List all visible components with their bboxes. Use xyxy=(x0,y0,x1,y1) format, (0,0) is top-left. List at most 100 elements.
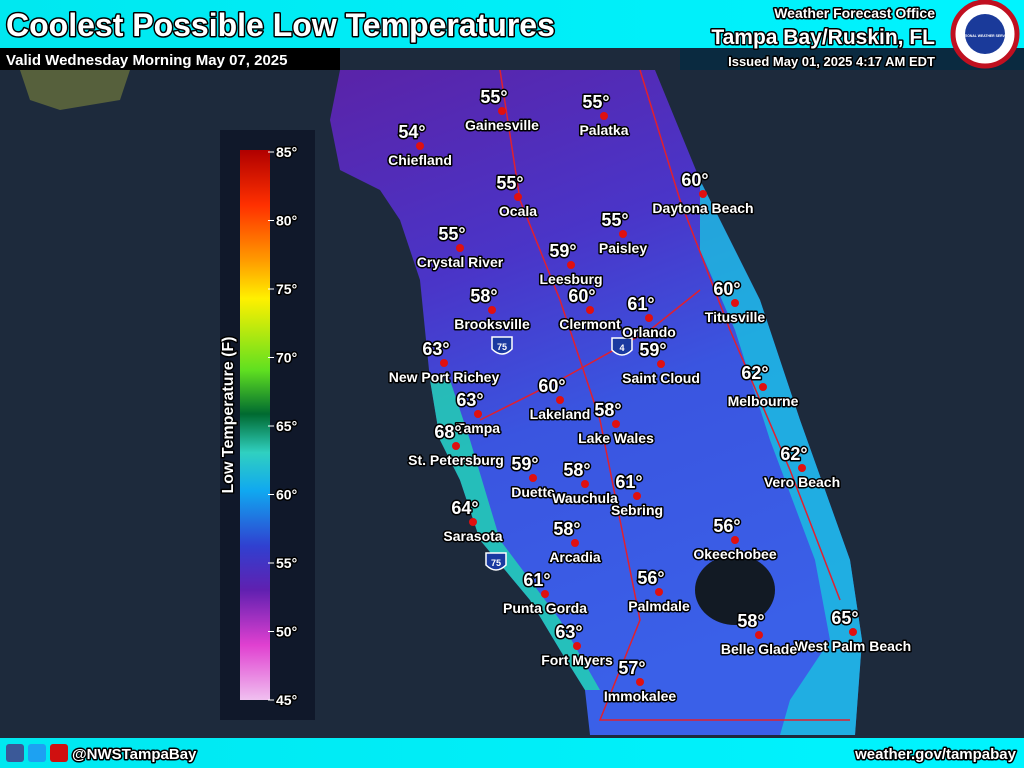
city-name: Ocala xyxy=(499,203,537,219)
valid-bar xyxy=(0,48,340,70)
city-dot xyxy=(529,474,537,482)
city-dot xyxy=(567,261,575,269)
city-temp: 61° xyxy=(523,570,550,590)
issued-time: Issued May 01, 2025 4:17 AM EDT xyxy=(728,54,935,69)
city-dot xyxy=(571,539,579,547)
interstate-route xyxy=(479,289,701,421)
city-name: Orlando xyxy=(622,324,676,340)
city-temp: 63° xyxy=(422,339,449,359)
city-dot xyxy=(469,518,477,526)
city-dot xyxy=(514,193,522,201)
city-name: Vero Beach xyxy=(764,474,840,490)
city-temp: 60° xyxy=(538,376,565,396)
city-dot xyxy=(456,244,464,252)
city-name: Crystal River xyxy=(417,254,504,270)
city-temp: 55° xyxy=(480,87,507,107)
office-location: Tampa Bay/Ruskin, FL xyxy=(711,26,935,49)
city-temp: 61° xyxy=(627,294,654,314)
city-dot xyxy=(759,383,767,391)
west-coast-warm xyxy=(430,380,600,690)
city-temp: 58° xyxy=(563,460,590,480)
city-name: St. Petersburg xyxy=(408,452,504,468)
city-temp: 60° xyxy=(681,170,708,190)
city-dot xyxy=(731,536,739,544)
panhandle xyxy=(20,70,130,110)
footer-bar xyxy=(0,738,1024,768)
city-dot xyxy=(600,112,608,120)
city-name: Saint Cloud xyxy=(622,370,700,386)
city-dot xyxy=(755,631,763,639)
legend-colorbar xyxy=(240,150,270,700)
city-dot xyxy=(440,359,448,367)
interstate-route xyxy=(639,69,841,601)
valid-time: Valid Wednesday Morning May 07, 2025 xyxy=(6,52,288,69)
city-dot xyxy=(581,480,589,488)
city-dot xyxy=(699,190,707,198)
legend-tick-label: 75° xyxy=(276,281,297,297)
city-dot xyxy=(452,442,460,450)
city-temp: 59° xyxy=(639,340,666,360)
city-temp: 56° xyxy=(637,568,664,588)
city-name: Sarasota xyxy=(443,528,502,544)
nws-logo-text: NATIONAL WEATHER SERVICE xyxy=(960,34,1012,38)
city-dot xyxy=(657,360,665,368)
city-temp: 58° xyxy=(594,400,621,420)
city-name: Tampa xyxy=(456,420,500,436)
legend-tick-label: 45° xyxy=(276,692,297,708)
interstate-shield xyxy=(491,336,513,355)
city-temp: 55° xyxy=(496,173,523,193)
city-temp: 62° xyxy=(780,444,807,464)
city-name: West Palm Beach xyxy=(795,638,911,654)
facebook-icon[interactable] xyxy=(6,744,24,762)
city-name: New Port Richey xyxy=(389,369,500,385)
city-name: Titusville xyxy=(705,309,766,325)
city-name: Belle Glade xyxy=(721,641,797,657)
legend-tick-label: 50° xyxy=(276,624,297,640)
interstate-shield xyxy=(485,552,507,571)
city-dot xyxy=(612,420,620,428)
city-dot xyxy=(416,142,424,150)
city-name: Fort Myers xyxy=(541,652,613,668)
city-temp: 64° xyxy=(451,498,478,518)
city-temp: 58° xyxy=(470,286,497,306)
office: Weather Forecast Office xyxy=(774,5,935,21)
city-dot xyxy=(556,396,564,404)
header-bar xyxy=(0,0,1024,48)
city-temp: 65° xyxy=(831,608,858,628)
issued-bar xyxy=(680,48,1024,70)
city-temp: 55° xyxy=(601,210,628,230)
city-dot xyxy=(586,306,594,314)
city-temp: 58° xyxy=(737,611,764,631)
city-name: Lakeland xyxy=(530,406,591,422)
legend-title: Low Temperature (F) xyxy=(220,336,237,493)
interstate-number: 75 xyxy=(491,558,501,568)
city-dot xyxy=(619,230,627,238)
city-name: Sebring xyxy=(611,502,663,518)
city-temp: 60° xyxy=(568,286,595,306)
city-name: Palmdale xyxy=(628,598,690,614)
city-dot xyxy=(731,299,739,307)
title: Coolest Possible Low Temperatures xyxy=(6,7,555,43)
legend-tick-label: 70° xyxy=(276,350,297,366)
city-dot xyxy=(573,642,581,650)
city-dot xyxy=(655,588,663,596)
interstate-shield xyxy=(611,337,633,356)
city-name: Lake Wales xyxy=(578,430,654,446)
city-dot xyxy=(498,107,506,115)
city-name: Duette xyxy=(511,484,555,500)
city-dot xyxy=(636,678,644,686)
city-dot xyxy=(541,590,549,598)
youtube-icon[interactable] xyxy=(50,744,68,762)
twitter-icon[interactable] xyxy=(28,744,46,762)
city-dot xyxy=(645,314,653,322)
city-dot xyxy=(849,628,857,636)
city-temp: 68° xyxy=(434,422,461,442)
legend-tick-label: 85° xyxy=(276,144,297,160)
city-name: Clermont xyxy=(559,316,621,332)
east-coast-warm xyxy=(700,180,862,735)
city-dot xyxy=(633,492,641,500)
website[interactable]: weather.gov/tampabay xyxy=(853,745,1019,765)
city-name: Okeechobee xyxy=(693,546,776,562)
city-name: Punta Gorda xyxy=(503,600,587,616)
interstate-number: 75 xyxy=(497,342,507,352)
